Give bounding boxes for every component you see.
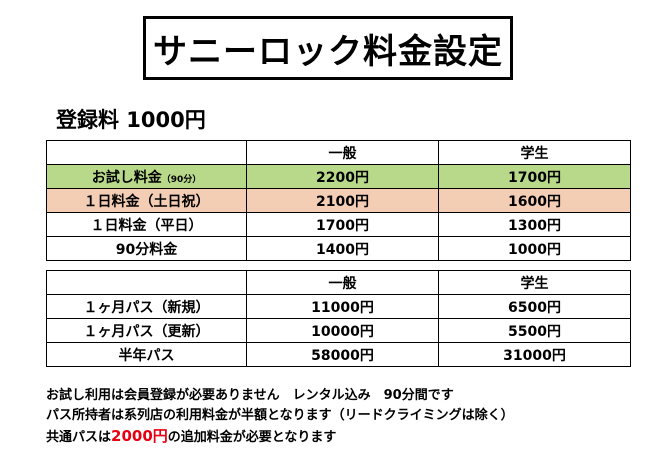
row-label-note: （90分） [161,174,202,185]
notes: お試し利用は会員登録が必要ありません レンタル込み 90分間です パス所持者は系… [46,386,514,448]
header-blank [46,140,247,165]
header-student: 学生 [438,270,631,295]
table-header-row: 一般 学生 [46,140,631,165]
price-table-pass: 一般 学生 １ヶ月パス（新規） 11000円 6500円 １ヶ月パス（更新） 1… [46,270,631,367]
price-general: 1400円 [246,236,439,261]
price-general: 10000円 [246,318,439,343]
table-row-trial: お試し料金（90分） 2200円 1700円 [46,164,631,189]
row-label: １ヶ月パス（新規） [46,294,247,319]
table-row-half-year: 半年パス 58000円 31000円 [46,342,631,367]
page-title: サニーロック料金設定 [143,16,513,80]
row-label: 半年パス [46,342,247,367]
price-general: 1700円 [246,212,439,237]
table-row-weekend: １日料金（土日祝） 2100円 1600円 [46,188,631,213]
row-label: 90分料金 [46,236,247,261]
row-label: １日料金（土日祝） [46,188,247,213]
table-header-row: 一般 学生 [46,270,631,295]
price-table-daily: 一般 学生 お試し料金（90分） 2200円 1700円 １日料金（土日祝） 2… [46,140,631,261]
note-line-2: パス所持者は系列店の利用料金が半額となります（リードクライミングは除く） [46,408,514,423]
table-row-monthly-renew: １ヶ月パス（更新） 10000円 5500円 [46,318,631,343]
note-line-3: 共通パスは2000円の追加料金が必要となります [46,426,514,448]
common-pass-fee: 2000円 [111,427,168,445]
header-general: 一般 [246,140,439,165]
row-label-text: お試し料金 [91,169,162,186]
price-general: 11000円 [246,294,439,319]
note-line-1: お試し利用は会員登録が必要ありません レンタル込み 90分間です [46,388,454,403]
header-general: 一般 [246,270,439,295]
price-student: 1600円 [438,188,631,213]
price-general: 2100円 [246,188,439,213]
note-line-3-suffix: の追加料金が必要となります [167,430,337,445]
registration-fee: 登録料 1000円 [56,108,206,132]
note-line-3-prefix: 共通パスは [46,430,112,445]
table-row-90min: 90分料金 1400円 1000円 [46,236,631,261]
price-student: 1000円 [438,236,631,261]
table-row-monthly-new: １ヶ月パス（新規） 11000円 6500円 [46,294,631,319]
header-student: 学生 [438,140,631,165]
price-student: 1300円 [438,212,631,237]
price-general: 2200円 [246,164,439,189]
table-row-weekday: １日料金（平日） 1700円 1300円 [46,212,631,237]
price-general: 58000円 [246,342,439,367]
price-student: 1700円 [438,164,631,189]
header-blank [46,270,247,295]
price-student: 31000円 [438,342,631,367]
row-label: １ヶ月パス（更新） [46,318,247,343]
price-student: 6500円 [438,294,631,319]
row-label: １日料金（平日） [46,212,247,237]
price-student: 5500円 [438,318,631,343]
row-label: お試し料金（90分） [46,164,247,189]
